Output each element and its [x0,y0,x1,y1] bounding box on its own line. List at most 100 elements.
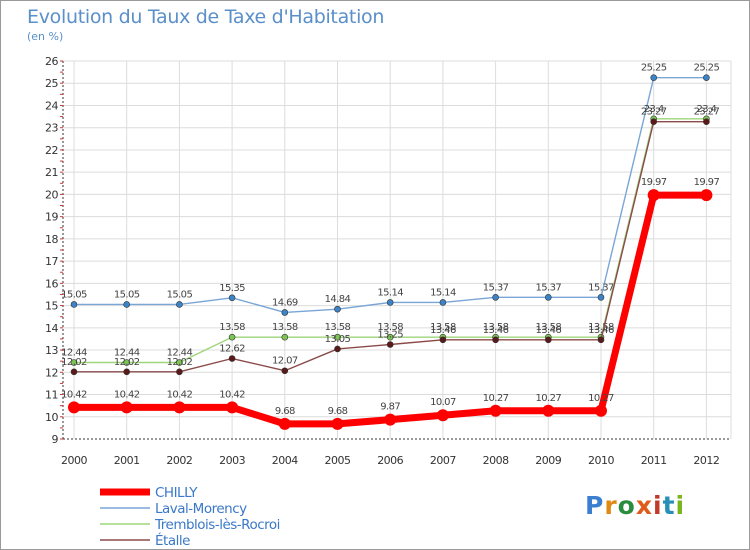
unit-label: (en %) [27,30,64,43]
x-tick-label: 2000 [61,454,87,467]
data-label: 12.02 [167,357,193,368]
data-point [226,401,239,414]
data-point [70,368,78,376]
y-tick-label: 25 [45,77,58,90]
data-point [176,359,183,366]
data-label: 19.97 [694,177,720,188]
data-point [595,404,607,417]
data-label: 13.05 [325,334,351,345]
x-tick-label: 2009 [535,454,561,467]
y-tick-label: 26 [45,55,58,68]
data-label: 23.4 [696,104,716,115]
data-label: 13.46 [588,325,614,336]
data-label: 12.02 [114,357,140,368]
y-tick-label: 14 [45,322,58,335]
legend-label: Tremblois-lès-Rocroi [154,517,280,533]
legend-label: Laval-Morency [155,501,247,517]
legend-label: CHILLY [155,485,198,501]
data-point [334,305,341,313]
data-point [492,294,499,301]
data-label: 9.68 [328,406,348,417]
data-point [703,74,710,81]
data-label: 14.84 [325,294,351,305]
data-point [597,294,605,301]
data-point [439,336,447,344]
data-label: 9.68 [275,406,295,417]
y-tick-label: 11 [45,389,58,402]
chart-title: Evolution du Taux de Taxe d'Habitation [27,6,385,28]
y-tick-label: 17 [45,255,58,268]
data-point [436,409,449,422]
logo-letter: r [604,491,618,520]
data-label: 23.4 [644,104,664,115]
data-label: 14.69 [272,297,298,308]
legend-label: Étalle [155,532,190,549]
data-point [492,336,499,344]
data-label: 13.58 [430,322,456,333]
data-label: 9.87 [380,402,400,413]
data-point [489,404,502,417]
y-tick-label: 24 [45,99,58,112]
data-point [278,417,291,430]
data-label: 25.25 [641,63,667,74]
data-label: 23.27 [694,107,720,118]
data-point [123,359,130,366]
data-point [439,299,447,306]
data-point [647,189,660,202]
data-point [542,404,555,417]
data-label: 10.07 [430,397,456,408]
logo-letter: P [585,491,605,520]
data-point [334,333,341,341]
x-tick-label: 2007 [430,454,456,467]
data-label: 12.44 [61,348,87,359]
y-tick-label: 19 [45,211,58,224]
data-point [650,74,658,81]
y-tick-label: 21 [45,166,58,179]
y-tick-label: 13 [45,344,58,357]
x-tick-label: 2008 [483,454,509,467]
y-tick-label: 20 [45,188,58,201]
y-tick-label: 18 [45,233,58,246]
x-tick-label: 2004 [272,454,298,467]
y-tick-label: 10 [45,411,58,424]
data-point [386,341,394,348]
data-point [70,301,78,308]
x-tick-label: 2002 [166,454,192,467]
data-point [68,401,80,414]
data-label: 13.46 [535,325,561,336]
data-label: 15.14 [430,287,456,298]
data-point [331,417,344,430]
x-tick-label: 2001 [114,454,140,467]
data-point [386,299,394,306]
data-point [176,368,183,376]
y-tick-label: 16 [45,277,58,290]
data-label: 10.42 [114,389,140,400]
data-label: 10.42 [61,389,87,400]
data-label: 13.58 [377,322,403,333]
data-label: 12.44 [114,348,140,359]
data-label: 12.44 [167,348,193,359]
data-point [597,336,605,344]
data-label: 25.25 [694,63,720,74]
data-point [703,118,710,126]
data-point [281,333,289,341]
logo-letter: o [617,491,636,520]
data-point [386,333,394,341]
y-tick-label: 15 [45,300,58,313]
data-label: 13.58 [483,322,509,333]
data-point [173,401,186,414]
data-label: 10.27 [588,393,614,404]
data-point [384,413,397,426]
proxiti-logo: Proxiti [585,491,685,520]
data-point [176,301,183,308]
data-point [334,345,341,353]
data-label: 12.62 [219,344,245,355]
data-label: 15.37 [535,282,561,293]
data-label: 15.14 [377,287,403,298]
data-point [228,333,236,341]
data-label: 13.58 [219,322,245,333]
data-label: 12.02 [61,357,87,368]
data-label: 13.58 [588,322,614,333]
data-label: 10.27 [483,393,509,404]
data-label: 10.27 [535,393,561,404]
